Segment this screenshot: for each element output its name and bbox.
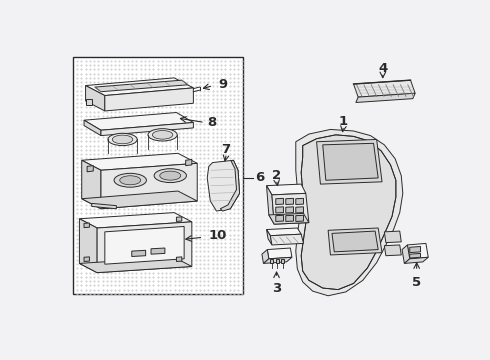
Polygon shape bbox=[281, 259, 284, 264]
Polygon shape bbox=[384, 245, 401, 256]
Polygon shape bbox=[220, 160, 240, 211]
Text: 4: 4 bbox=[378, 62, 388, 75]
Polygon shape bbox=[296, 207, 303, 213]
Polygon shape bbox=[132, 250, 146, 256]
Polygon shape bbox=[97, 222, 192, 273]
Ellipse shape bbox=[152, 131, 173, 139]
Ellipse shape bbox=[148, 129, 177, 141]
Polygon shape bbox=[82, 191, 197, 209]
Ellipse shape bbox=[112, 135, 133, 144]
Polygon shape bbox=[267, 230, 272, 245]
Polygon shape bbox=[267, 228, 301, 236]
Polygon shape bbox=[276, 207, 283, 213]
Ellipse shape bbox=[154, 169, 187, 183]
Polygon shape bbox=[79, 213, 192, 228]
Polygon shape bbox=[276, 215, 283, 221]
Polygon shape bbox=[272, 193, 309, 224]
Polygon shape bbox=[276, 259, 279, 264]
Polygon shape bbox=[186, 159, 192, 166]
Ellipse shape bbox=[160, 171, 181, 180]
Ellipse shape bbox=[114, 173, 147, 187]
Ellipse shape bbox=[120, 176, 141, 185]
Polygon shape bbox=[207, 160, 240, 211]
Polygon shape bbox=[84, 257, 89, 261]
Polygon shape bbox=[296, 130, 403, 296]
Text: 9: 9 bbox=[218, 77, 227, 90]
Polygon shape bbox=[176, 257, 182, 261]
Polygon shape bbox=[95, 80, 188, 92]
Polygon shape bbox=[264, 257, 292, 264]
Polygon shape bbox=[323, 143, 378, 180]
Polygon shape bbox=[276, 198, 283, 204]
Polygon shape bbox=[301, 135, 396, 289]
Polygon shape bbox=[92, 203, 117, 209]
Polygon shape bbox=[105, 226, 184, 264]
Text: 1: 1 bbox=[339, 115, 348, 128]
Polygon shape bbox=[410, 247, 420, 253]
Polygon shape bbox=[84, 120, 101, 136]
Polygon shape bbox=[296, 198, 303, 204]
Text: 2: 2 bbox=[272, 169, 281, 182]
Text: 10: 10 bbox=[209, 229, 227, 242]
Polygon shape bbox=[332, 231, 378, 252]
Polygon shape bbox=[328, 228, 382, 255]
Polygon shape bbox=[262, 249, 269, 264]
Ellipse shape bbox=[108, 133, 137, 145]
Polygon shape bbox=[270, 259, 273, 264]
Polygon shape bbox=[79, 257, 192, 273]
Polygon shape bbox=[87, 166, 93, 172]
Polygon shape bbox=[82, 160, 101, 209]
Polygon shape bbox=[84, 112, 194, 130]
Polygon shape bbox=[404, 257, 428, 264]
Polygon shape bbox=[384, 231, 401, 243]
Polygon shape bbox=[317, 139, 382, 184]
Polygon shape bbox=[402, 245, 410, 264]
Polygon shape bbox=[410, 253, 420, 258]
Polygon shape bbox=[286, 207, 294, 213]
Polygon shape bbox=[82, 153, 197, 170]
Polygon shape bbox=[84, 223, 89, 228]
Polygon shape bbox=[286, 198, 294, 204]
Text: 8: 8 bbox=[207, 116, 217, 129]
Text: 3: 3 bbox=[272, 282, 281, 295]
Polygon shape bbox=[286, 215, 294, 221]
Polygon shape bbox=[101, 122, 194, 136]
Polygon shape bbox=[79, 219, 97, 273]
Text: 5: 5 bbox=[412, 276, 421, 289]
Polygon shape bbox=[86, 78, 194, 95]
Polygon shape bbox=[105, 88, 194, 111]
Polygon shape bbox=[267, 184, 306, 195]
Text: 7: 7 bbox=[221, 143, 230, 156]
Polygon shape bbox=[176, 217, 182, 221]
Polygon shape bbox=[356, 93, 415, 103]
Polygon shape bbox=[86, 86, 105, 111]
Polygon shape bbox=[86, 99, 92, 105]
Polygon shape bbox=[151, 248, 165, 254]
Polygon shape bbox=[408, 243, 428, 259]
Bar bbox=[74, 57, 243, 294]
Polygon shape bbox=[269, 213, 309, 224]
Polygon shape bbox=[296, 215, 303, 221]
Polygon shape bbox=[267, 186, 274, 224]
Polygon shape bbox=[268, 248, 292, 259]
Polygon shape bbox=[270, 234, 303, 245]
Polygon shape bbox=[101, 163, 197, 209]
Polygon shape bbox=[354, 80, 415, 97]
Text: 6: 6 bbox=[255, 171, 264, 184]
